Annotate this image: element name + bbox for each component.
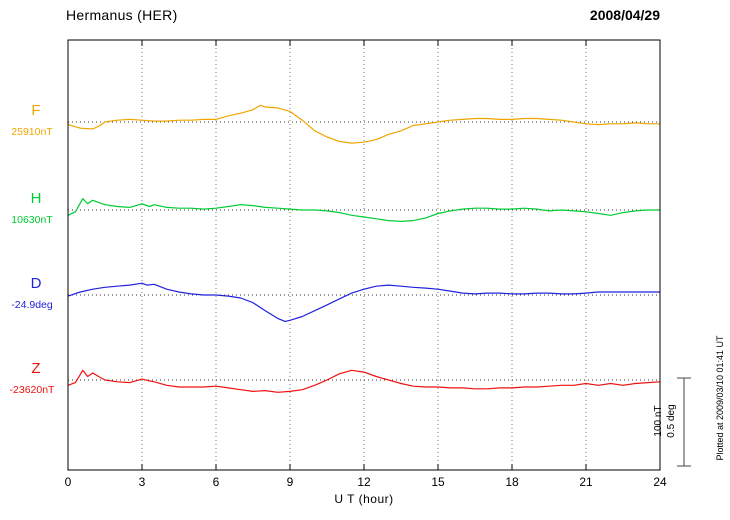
scale-bar-label: 100 nT 0.5 deg [652, 390, 678, 452]
series-letter-H: H [30, 190, 42, 207]
x-tick-label: 9 [286, 475, 294, 489]
series-value-D: -24.9deg [11, 299, 53, 311]
station-title: Hermanus (HER) [66, 7, 178, 23]
x-tick-label: 21 [579, 475, 593, 489]
x-tick-label: 24 [653, 475, 667, 489]
x-tick-label: 0 [64, 475, 72, 489]
series-value-F: 25910nT [11, 126, 53, 138]
x-tick-label: 6 [212, 475, 220, 489]
series-value-Z: -23620nT [9, 384, 55, 396]
scale-bar-nt-label: 100 nT [653, 405, 664, 437]
plotted-at-note: Plotted at 2009/03/10 01:41 UT [715, 335, 725, 461]
scale-bar-deg-label: 0.5 deg [666, 404, 677, 438]
date-label: 2008/04/29 [589, 7, 660, 23]
series-letter-F: F [31, 102, 41, 119]
x-tick-label: 3 [138, 475, 146, 489]
series-letter-D: D [30, 275, 42, 292]
x-tick-label: 15 [431, 475, 445, 489]
series-value-H: 10630nT [11, 214, 53, 226]
series-letter-Z: Z [31, 360, 41, 377]
x-tick-label: 12 [357, 475, 371, 489]
x-tick-label: 18 [505, 475, 519, 489]
x-axis-title: U T (hour) [334, 492, 394, 506]
